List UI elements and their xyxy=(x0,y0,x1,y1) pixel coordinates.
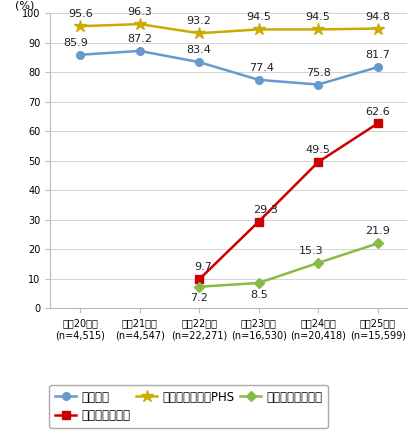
Text: 75.8: 75.8 xyxy=(306,68,331,77)
Text: 9.7: 9.7 xyxy=(194,262,212,272)
携帯電話またはPHS xyxy=(137,22,142,27)
Line: パソコン: パソコン xyxy=(76,47,381,88)
パソコン xyxy=(316,82,321,87)
タブレット型端末 xyxy=(375,241,380,246)
Text: 83.4: 83.4 xyxy=(187,45,212,55)
Text: 94.8: 94.8 xyxy=(365,11,390,22)
Line: タブレット型端末: タブレット型端末 xyxy=(196,240,381,290)
Text: 29.3: 29.3 xyxy=(253,205,278,215)
Text: 94.5: 94.5 xyxy=(306,12,331,22)
Text: 94.5: 94.5 xyxy=(246,12,271,22)
Text: 21.9: 21.9 xyxy=(365,227,390,236)
Text: 15.3: 15.3 xyxy=(299,246,323,256)
Text: 87.2: 87.2 xyxy=(127,34,152,44)
パソコン xyxy=(375,65,380,70)
スマートフォン xyxy=(197,277,202,282)
携帯電話またはPHS xyxy=(197,31,202,36)
携帯電話またはPHS xyxy=(78,23,83,29)
携帯電話またはPHS xyxy=(375,26,380,31)
Text: 85.9: 85.9 xyxy=(63,38,89,48)
Text: (%): (%) xyxy=(15,0,34,10)
携帯電話またはPHS xyxy=(256,27,261,32)
タブレット型端末 xyxy=(197,284,202,290)
スマートフォン xyxy=(316,159,321,165)
スマートフォン xyxy=(375,121,380,126)
Text: 62.6: 62.6 xyxy=(365,106,390,117)
Text: 49.5: 49.5 xyxy=(306,145,331,155)
スマートフォン xyxy=(256,219,261,224)
パソコン xyxy=(256,77,261,82)
Line: 携帯電話またはPHS: 携帯電話またはPHS xyxy=(74,18,384,40)
パソコン xyxy=(197,59,202,65)
パソコン xyxy=(78,52,83,57)
タブレット型端末 xyxy=(316,260,321,265)
Text: 8.5: 8.5 xyxy=(250,290,268,300)
Text: 77.4: 77.4 xyxy=(249,63,274,73)
パソコン xyxy=(137,48,142,54)
タブレット型端末 xyxy=(256,280,261,286)
Text: 93.2: 93.2 xyxy=(187,16,212,26)
Text: 96.3: 96.3 xyxy=(127,7,152,17)
Text: 95.6: 95.6 xyxy=(68,9,92,19)
Line: スマートフォン: スマートフォン xyxy=(195,120,381,283)
携帯電話またはPHS xyxy=(316,27,321,32)
Text: 81.7: 81.7 xyxy=(365,50,390,60)
Legend: パソコン, スマートフォン, 携帯電話またはPHS, タブレット型端末: パソコン, スマートフォン, 携帯電話またはPHS, タブレット型端末 xyxy=(49,385,328,429)
Text: 7.2: 7.2 xyxy=(190,293,208,304)
